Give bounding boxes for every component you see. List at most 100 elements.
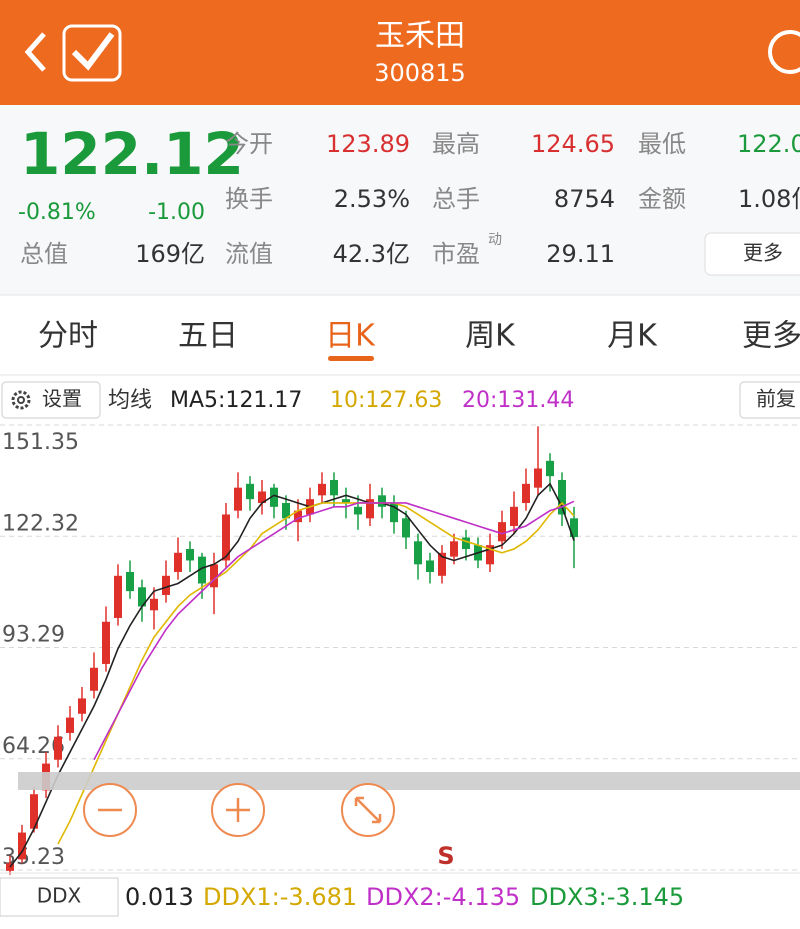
zoom-out-button[interactable]	[83, 783, 137, 837]
ma-line	[57, 501, 575, 845]
candle-body	[534, 468, 542, 488]
candle-body	[150, 598, 158, 611]
quote-panel	[0, 105, 800, 295]
candle-body	[54, 736, 62, 760]
candle-body	[282, 502, 290, 519]
settings-button[interactable]: 设置	[1, 381, 101, 419]
candle-body	[90, 667, 98, 691]
candle-body	[78, 698, 86, 714]
value: 1.08亿	[738, 185, 800, 213]
button-label: 更多	[743, 241, 783, 265]
ddx-button[interactable]	[0, 877, 119, 917]
ma-line	[9, 482, 575, 868]
candle-body	[546, 460, 554, 477]
value: 169亿	[135, 240, 205, 268]
value: 123.89	[326, 130, 410, 158]
ddx-label: DDX	[37, 884, 82, 908]
label: 最高	[432, 130, 480, 158]
y-tick-label: 122.32	[2, 511, 79, 536]
candle-body	[414, 541, 422, 565]
stock-code: 300815	[374, 59, 466, 87]
scroll-bar[interactable]	[18, 772, 800, 790]
candle-body	[66, 717, 74, 733]
tab[interactable]: 月K	[607, 319, 658, 354]
button-label: 前复	[756, 387, 796, 411]
candle-body	[438, 552, 446, 576]
button-label: 设置	[42, 387, 82, 411]
back-button[interactable]	[24, 32, 46, 72]
ma-line	[93, 500, 575, 761]
candle-body	[294, 510, 302, 523]
candle-body	[30, 794, 38, 829]
candle-body	[522, 483, 530, 503]
header-bar	[0, 0, 800, 105]
price: 122.12	[20, 120, 244, 188]
candle-body	[162, 575, 170, 595]
ma-label: 均线	[108, 388, 152, 413]
tab[interactable]: 周K	[465, 319, 516, 354]
candle-body	[390, 502, 398, 523]
value: 8754	[554, 185, 615, 213]
candle-body	[18, 832, 26, 860]
watch-checkbox[interactable]	[62, 24, 122, 82]
candle-body	[318, 483, 326, 496]
ma5: MA5:121.17	[170, 388, 302, 413]
tab[interactable]: 分时	[38, 319, 98, 354]
tab-active[interactable]: 日K	[325, 319, 376, 354]
ddx-value: 0.013	[125, 883, 194, 911]
candle-body	[174, 552, 182, 572]
candle-body	[138, 587, 146, 607]
ddx1: DDX1:-3.681	[203, 883, 357, 911]
candle-body	[462, 537, 470, 549]
change-pct: -0.81%	[18, 200, 96, 225]
candle-body	[450, 541, 458, 557]
ddx2: DDX2:-4.135	[366, 883, 520, 911]
candle-body	[210, 564, 218, 588]
more-button[interactable]: 更多	[704, 232, 800, 276]
label: 总手	[432, 185, 480, 213]
label: 今开	[225, 130, 273, 158]
label: 最低	[638, 130, 686, 158]
adjust-button[interactable]: 前复	[739, 381, 800, 419]
candle-body	[270, 487, 278, 507]
stock-name: 玉禾田	[375, 19, 465, 54]
candle-body	[558, 479, 566, 515]
signal: S	[437, 842, 454, 870]
candle-body	[198, 556, 206, 584]
tab[interactable]: 更多	[742, 319, 800, 354]
candle-body	[498, 522, 506, 542]
candle-body	[330, 479, 338, 496]
candle-body	[510, 506, 518, 526]
candle-body	[378, 495, 386, 507]
candle-body	[570, 518, 578, 538]
candle-body	[186, 548, 194, 561]
candle-body	[342, 499, 350, 503]
label: 总值	[20, 240, 68, 268]
ddx3: DDX3:-3.145	[530, 883, 684, 911]
value: 122.0	[737, 130, 800, 158]
candle-body	[258, 491, 266, 503]
candle-body	[246, 483, 254, 500]
change: -1.00	[148, 200, 205, 225]
candle-body	[426, 560, 434, 572]
candle-body	[102, 621, 110, 664]
y-tick-label: 93.29	[2, 623, 65, 648]
value: 124.65	[531, 130, 615, 158]
label: 市盈	[432, 240, 480, 268]
label: 流值	[225, 240, 273, 268]
candle-body	[222, 514, 230, 561]
candle-body	[126, 571, 134, 592]
label: 换手	[225, 185, 273, 213]
search-button[interactable]	[768, 30, 800, 74]
candle-body	[114, 575, 122, 618]
ma10: 10:127.63	[330, 388, 442, 413]
ma20: 20:131.44	[462, 388, 574, 413]
candle-body	[402, 518, 410, 538]
label-sup: 动	[488, 232, 502, 248]
fullscreen-button[interactable]	[341, 783, 395, 837]
candle-body	[366, 499, 374, 519]
tab[interactable]: 五日	[178, 319, 238, 354]
zoom-in-button[interactable]	[211, 783, 265, 837]
